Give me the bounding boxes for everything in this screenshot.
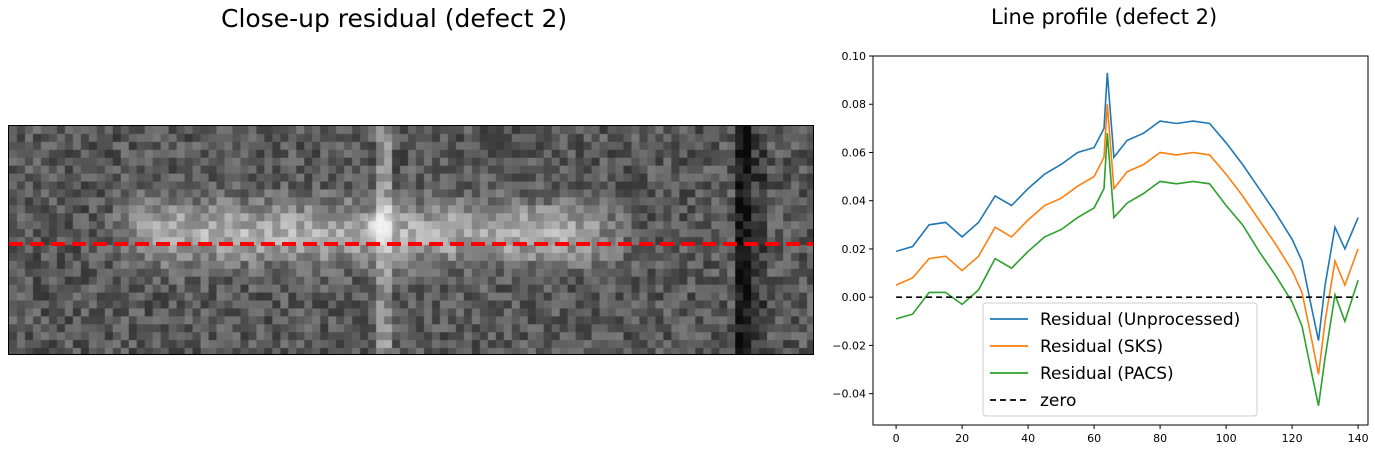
legend: Residual (Unprocessed) Residual (SKS) Resi… xyxy=(983,303,1257,416)
y-tick-label: 0.10 xyxy=(842,50,867,63)
y-tick-label: 0.02 xyxy=(842,243,867,256)
legend-label: Residual (PACS) xyxy=(1040,364,1174,384)
x-tick-label: 20 xyxy=(955,432,969,445)
y-tick-label: 0.06 xyxy=(842,146,867,159)
x-tick-label: 0 xyxy=(893,432,900,445)
legend-label: Residual (SKS) xyxy=(1040,337,1163,357)
legend-label: Residual (Unprocessed) xyxy=(1040,310,1240,330)
y-tick-label: −0.04 xyxy=(832,388,866,401)
x-tick-label: 100 xyxy=(1216,432,1237,445)
x-tick-label: 140 xyxy=(1348,432,1369,445)
legend-label: zero xyxy=(1040,391,1076,411)
y-tick-label: 0.08 xyxy=(842,98,867,111)
y-tick-label: 0.04 xyxy=(842,195,867,208)
x-tick-label: 80 xyxy=(1153,432,1167,445)
y-tick-label: −0.02 xyxy=(832,339,866,352)
x-tick-label: 120 xyxy=(1282,432,1303,445)
x-tick-label: 40 xyxy=(1021,432,1035,445)
x-tick-label: 60 xyxy=(1087,432,1101,445)
y-tick-label: 0.00 xyxy=(842,291,867,304)
